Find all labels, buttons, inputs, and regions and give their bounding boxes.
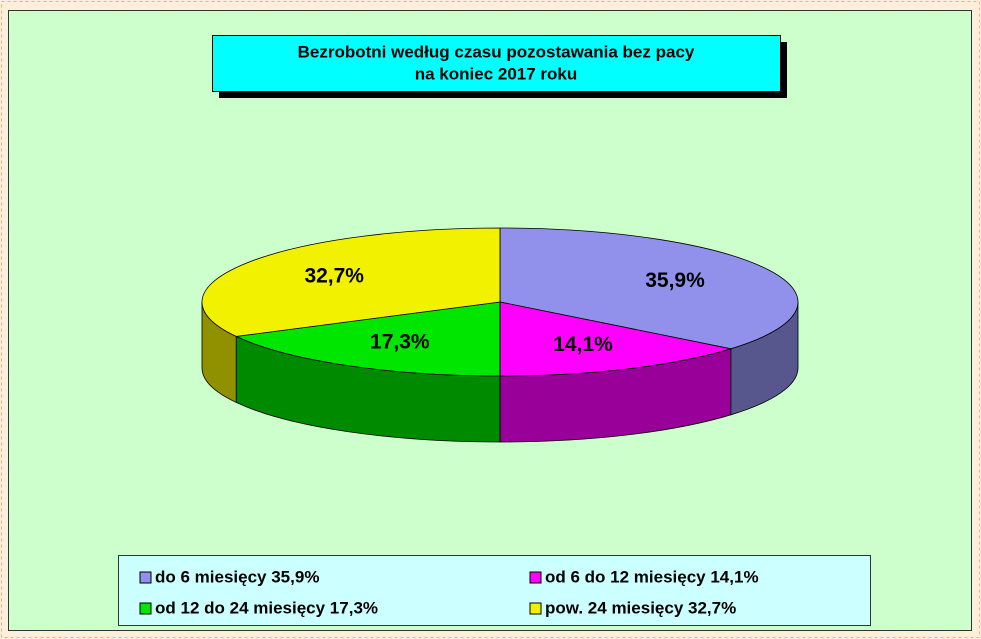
chart-title: na koniec 2017 roku xyxy=(415,64,578,83)
pie-slice xyxy=(499,227,799,350)
data-label: 14,1% xyxy=(553,333,613,356)
pie-slice xyxy=(499,301,731,377)
legend-label: od 12 do 24 miesięcy 17,3% xyxy=(155,598,378,617)
pie-slice xyxy=(234,301,501,377)
legend-label: do 6 miesięcy 35,9% xyxy=(155,567,319,586)
pie-slice xyxy=(201,227,501,337)
legend-label: pow. 24 miesięcy 32,7% xyxy=(545,598,736,617)
legend-swatch xyxy=(529,571,542,584)
legend-box xyxy=(118,555,871,626)
legend-swatch xyxy=(139,602,152,615)
legend-swatch xyxy=(139,571,152,584)
data-label: 35,9% xyxy=(645,269,705,292)
legend-swatch xyxy=(529,602,542,615)
legend-label: od 6 do 12 miesięcy 14,1% xyxy=(545,567,759,586)
chart-title: Bezrobotni według czasu pozostawania bez… xyxy=(298,42,695,61)
data-label: 32,7% xyxy=(304,265,364,288)
data-label: 17,3% xyxy=(370,331,430,354)
title-box xyxy=(212,35,781,92)
